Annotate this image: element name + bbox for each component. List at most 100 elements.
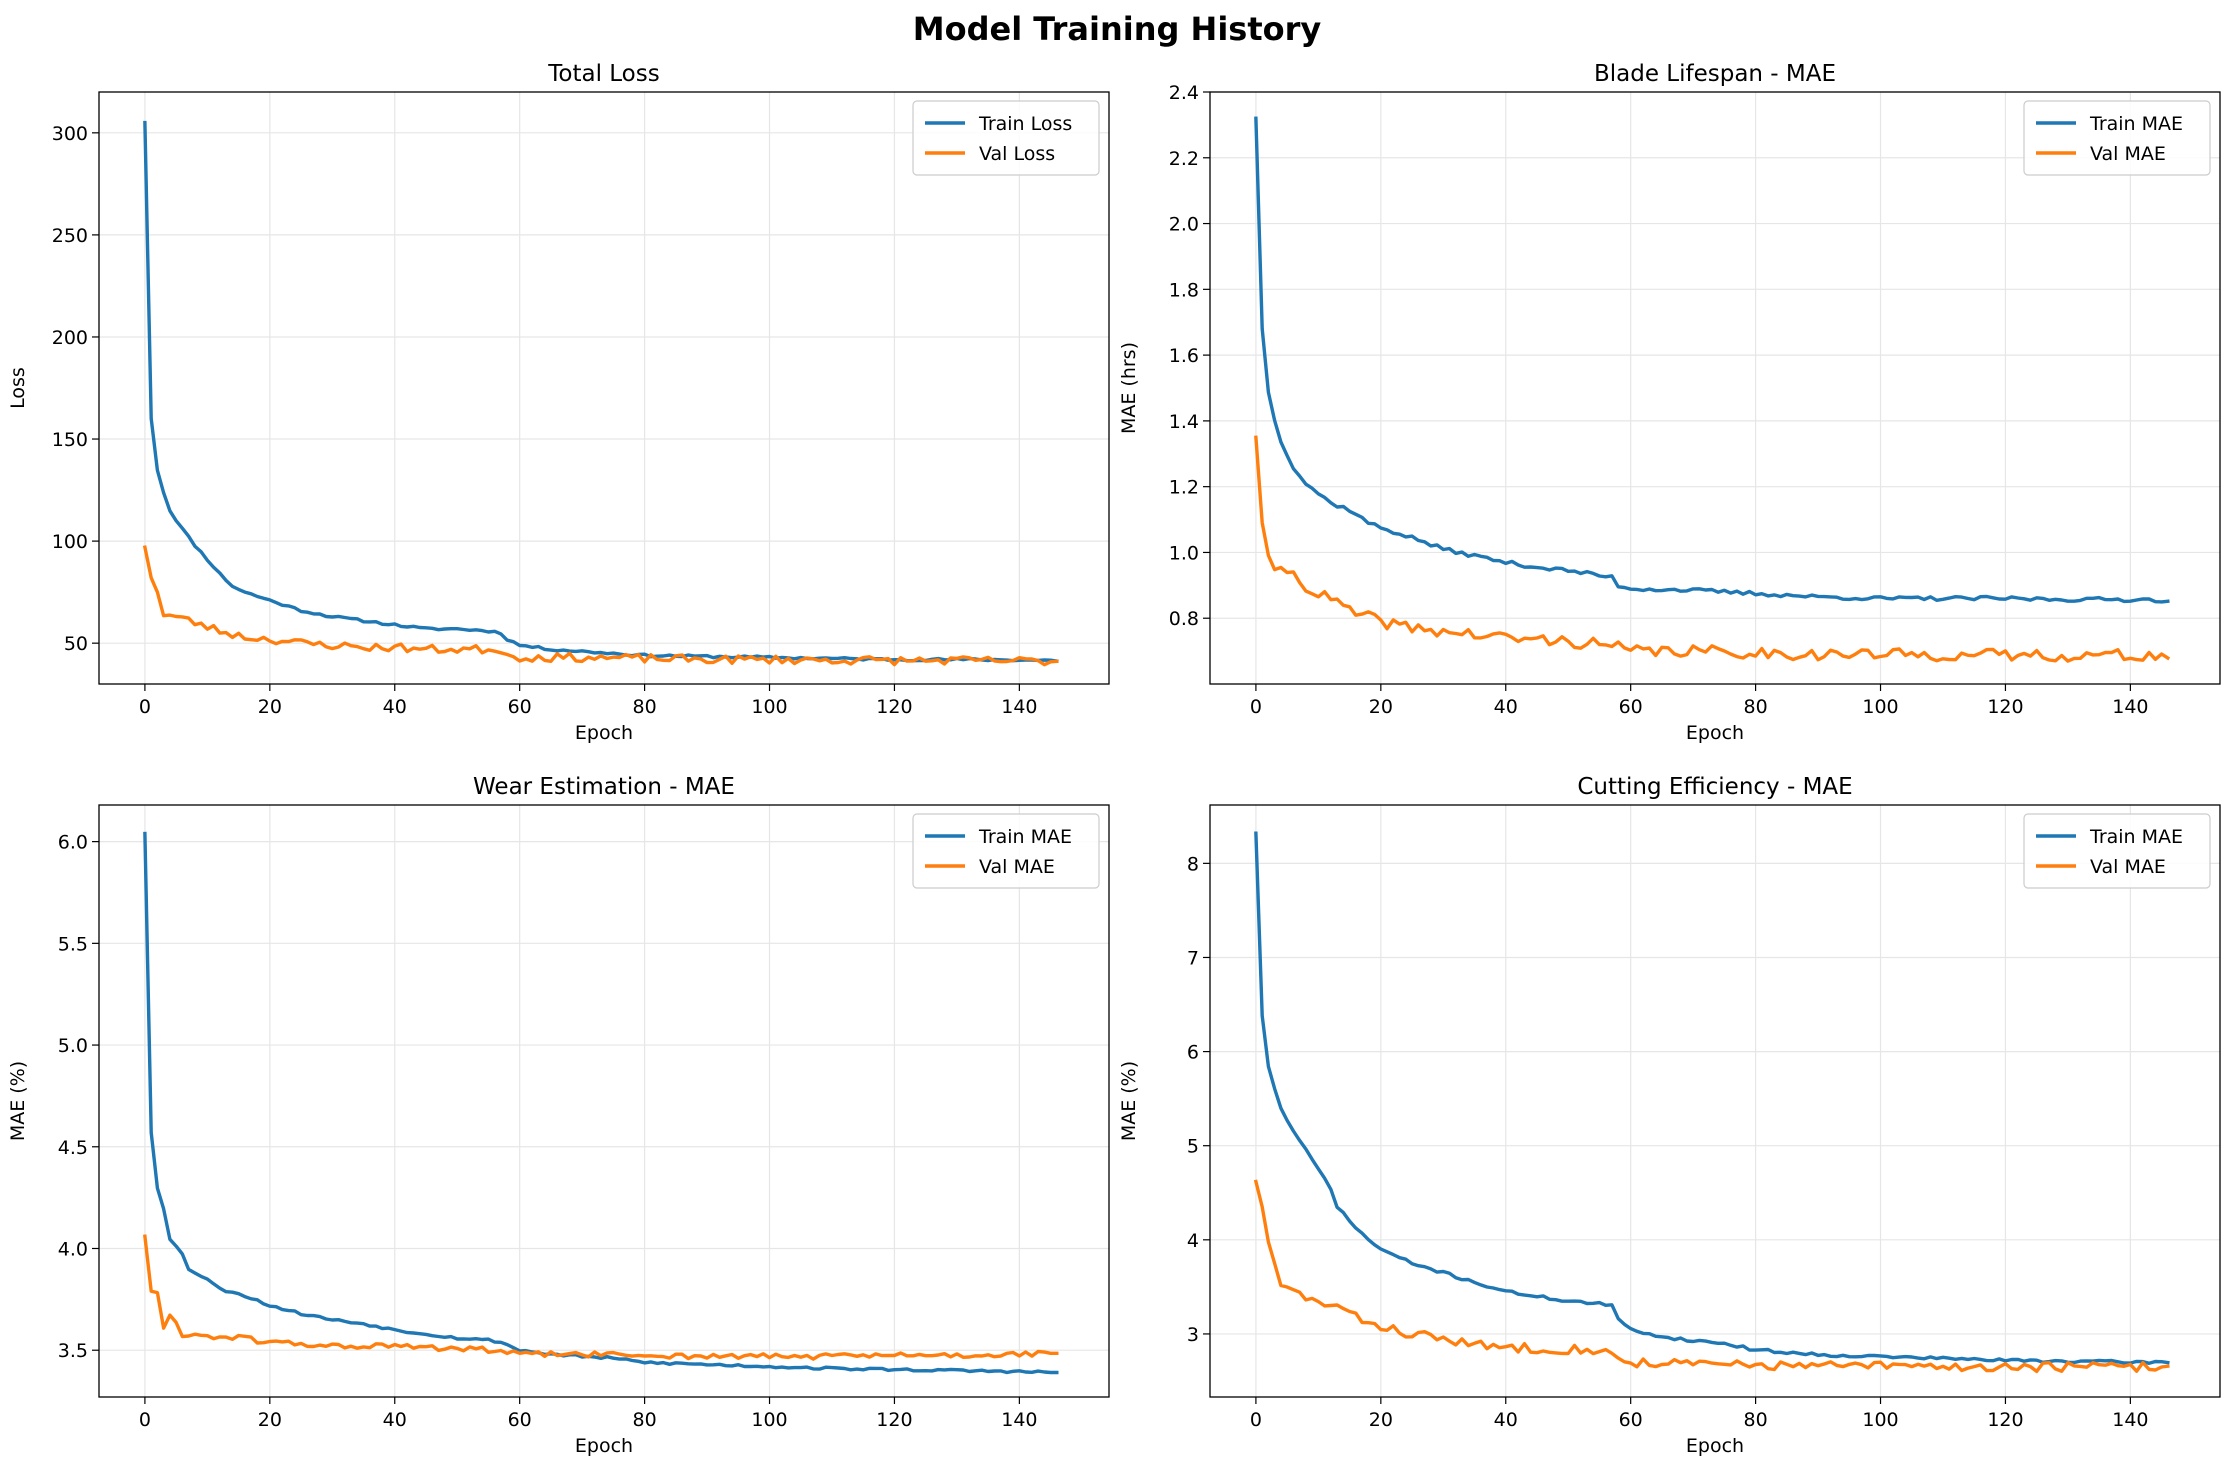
x-tick-label: 100 xyxy=(1862,696,1898,718)
x-tick-label: 120 xyxy=(876,696,912,718)
y-tick-label: 8 xyxy=(1187,853,1199,875)
subplot-title: Blade Lifespan - MAE xyxy=(1594,61,1836,87)
y-axis-label: MAE (hrs) xyxy=(1118,342,1140,434)
subplot-4: 0 20 40 60 80 100 120 140 3 4 5 6 7 8 Cutting Efficien… xyxy=(1118,774,2221,1457)
axes-frame xyxy=(1209,804,2221,1398)
legend-box xyxy=(912,100,1100,176)
subplot-title: Total Loss xyxy=(547,61,659,87)
series-line-1 xyxy=(1254,116,2170,604)
x-tick-label: 80 xyxy=(1744,696,1768,718)
y-tick-label: 5 xyxy=(1187,1136,1199,1158)
x-tick-label: 100 xyxy=(1862,1409,1898,1431)
x-axis-label: Epoch xyxy=(1686,722,1744,744)
y-tick-label: 6.0 xyxy=(58,832,88,854)
x-axis-label: Epoch xyxy=(1686,1435,1744,1457)
y-tick-label: 1.6 xyxy=(1169,345,1199,367)
x-tick-label: 80 xyxy=(1744,1409,1768,1431)
x-tick-label: 40 xyxy=(1494,696,1518,718)
legend-label-1: Train Loss xyxy=(978,113,1072,135)
y-tick-label: 50 xyxy=(64,633,88,655)
series-line-1 xyxy=(143,831,1059,1375)
x-tick-label: 40 xyxy=(1494,1409,1518,1431)
grid xyxy=(99,805,1109,1397)
y-tick-label: 0.8 xyxy=(1169,608,1199,630)
x-tick-label: 80 xyxy=(633,696,657,718)
x-tick-label: 40 xyxy=(383,1409,407,1431)
legend: Train MAE Val MAE xyxy=(2023,813,2211,889)
x-tick-label: 140 xyxy=(1001,696,1037,718)
legend-label-2: Val MAE xyxy=(979,856,1055,878)
y-tick-label: 200 xyxy=(52,327,88,349)
grid xyxy=(1210,805,2220,1397)
subplot-title: Cutting Efficiency - MAE xyxy=(1577,774,1852,800)
x-tick-label: 20 xyxy=(1369,1409,1393,1431)
y-tick-label: 150 xyxy=(52,429,88,451)
legend-label-2: Val Loss xyxy=(979,143,1055,165)
y-tick-label: 6 xyxy=(1187,1042,1199,1064)
y-tick-label: 250 xyxy=(52,225,88,247)
y-tick-label: 100 xyxy=(52,531,88,553)
x-tick-label: 0 xyxy=(1250,1409,1262,1431)
x-tick-label: 100 xyxy=(751,1409,787,1431)
legend-label-2: Val MAE xyxy=(2090,143,2166,165)
figure-title: Model Training History xyxy=(913,10,1322,48)
axes-frame xyxy=(1209,91,2221,685)
x-tick-label: 60 xyxy=(508,696,532,718)
y-tick-label: 300 xyxy=(52,123,88,145)
subplot-3: 0 20 40 60 80 100 120 140 3.5 4.0 4.5 5.0 5.5 6.0 Wear… xyxy=(7,774,1110,1457)
x-axis-label: Epoch xyxy=(575,1435,633,1457)
legend-box xyxy=(2023,813,2211,889)
x-axis-label: Epoch xyxy=(575,722,633,744)
x-tick-label: 20 xyxy=(1369,696,1393,718)
subplot-title: Wear Estimation - MAE xyxy=(473,774,735,800)
y-axis-label: MAE (%) xyxy=(1118,1061,1140,1141)
legend-label-1: Train MAE xyxy=(2089,826,2183,848)
y-tick-label: 1.4 xyxy=(1169,411,1199,433)
legend: Train MAE Val MAE xyxy=(912,813,1100,889)
legend-label-1: Train MAE xyxy=(2089,113,2183,135)
legend-box xyxy=(912,813,1100,889)
y-tick-label: 5.5 xyxy=(58,933,88,955)
x-tick-label: 60 xyxy=(508,1409,532,1431)
y-tick-label: 2.2 xyxy=(1169,148,1199,170)
series-line-2 xyxy=(1254,435,2171,663)
legend: Train Loss Val Loss xyxy=(912,100,1100,176)
y-tick-label: 5.0 xyxy=(58,1035,88,1057)
x-tick-label: 20 xyxy=(258,1409,282,1431)
y-tick-label: 4 xyxy=(1187,1230,1199,1252)
x-tick-label: 0 xyxy=(139,1409,151,1431)
y-tick-label: 2.0 xyxy=(1169,214,1199,236)
legend-label-1: Train MAE xyxy=(978,826,1072,848)
y-tick-label: 4.0 xyxy=(58,1238,88,1260)
x-tick-label: 20 xyxy=(258,696,282,718)
series-line-2 xyxy=(143,1234,1059,1361)
y-tick-label: 3.5 xyxy=(58,1340,88,1362)
y-tick-label: 3 xyxy=(1187,1324,1199,1346)
x-tick-label: 100 xyxy=(751,696,787,718)
x-tick-label: 80 xyxy=(633,1409,657,1431)
x-tick-label: 140 xyxy=(2112,696,2148,718)
x-tick-label: 60 xyxy=(1619,1409,1643,1431)
x-tick-label: 140 xyxy=(1001,1409,1037,1431)
grid xyxy=(1210,91,2220,684)
legend: Train MAE Val MAE xyxy=(2023,100,2211,176)
y-tick-label: 1.2 xyxy=(1169,477,1199,499)
subplot-1: 0 20 40 60 80 100 120 140 50 100 150 200 250 300 Total… xyxy=(7,61,1110,744)
x-tick-label: 140 xyxy=(2112,1409,2148,1431)
x-tick-label: 60 xyxy=(1619,696,1643,718)
axes-frame xyxy=(98,91,1110,685)
y-tick-label: 2.4 xyxy=(1169,82,1199,104)
y-tick-label: 1.0 xyxy=(1169,542,1199,564)
subplot-2: 0 20 40 60 80 100 120 140 0.8 1.0 1.2 1.4 1.6 1.8 2.0 2… xyxy=(1118,61,2221,744)
x-tick-label: 0 xyxy=(139,696,151,718)
x-tick-label: 0 xyxy=(1250,696,1262,718)
x-tick-label: 120 xyxy=(1987,1409,2023,1431)
y-axis-label: MAE (%) xyxy=(7,1061,29,1141)
x-tick-label: 120 xyxy=(1987,696,2023,718)
y-tick-label: 7 xyxy=(1187,947,1199,969)
x-tick-label: 40 xyxy=(383,696,407,718)
axes-frame xyxy=(98,804,1110,1398)
y-tick-label: 4.5 xyxy=(58,1137,88,1159)
x-tick-label: 120 xyxy=(876,1409,912,1431)
